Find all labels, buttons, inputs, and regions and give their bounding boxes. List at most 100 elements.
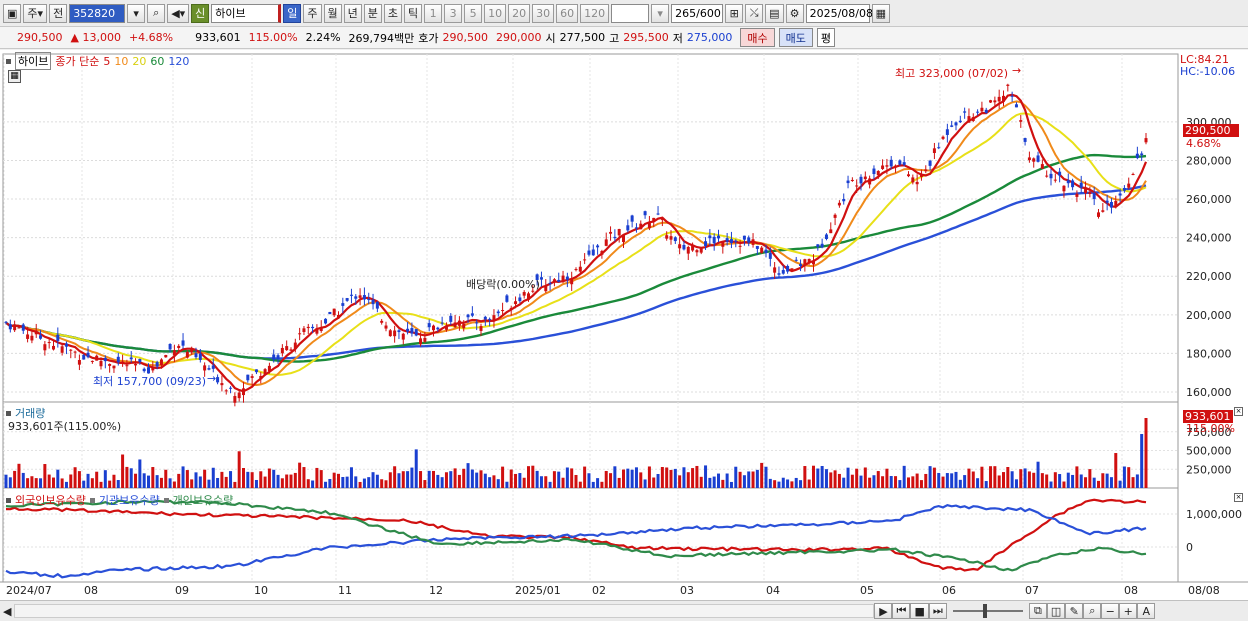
zoom-out-icon[interactable]: − bbox=[1101, 603, 1120, 619]
interval-3[interactable]: 3 bbox=[444, 3, 463, 23]
volume-bar bbox=[574, 474, 578, 488]
save-icon[interactable]: ▤ bbox=[765, 3, 784, 23]
prev-button[interactable]: 전 bbox=[49, 3, 68, 23]
scroll-right-icon[interactable]: ▶ bbox=[874, 603, 893, 619]
stock-chart-svg[interactable]: 300,000280,000260,000240,000220,000200,0… bbox=[0, 50, 1248, 600]
period-minute-button[interactable]: 분 bbox=[363, 3, 382, 23]
candle-body bbox=[807, 258, 811, 264]
ask-price: 290,500 bbox=[442, 31, 489, 44]
interval-10[interactable]: 10 bbox=[484, 3, 507, 23]
volume-bar bbox=[142, 473, 146, 488]
candle-body bbox=[164, 355, 168, 358]
volume-bar bbox=[21, 472, 25, 488]
volume-bar bbox=[652, 477, 656, 488]
layout-icon[interactable]: ⧉ bbox=[1028, 603, 1047, 619]
volume-bar bbox=[686, 472, 690, 488]
font-size-icon[interactable]: A bbox=[1137, 603, 1156, 619]
search-icon[interactable]: ⌕ bbox=[147, 3, 166, 23]
candle-body bbox=[276, 355, 280, 359]
forward-icon[interactable]: ⏭ bbox=[928, 603, 947, 619]
volume-bar bbox=[319, 470, 323, 488]
date-input[interactable]: 2025/08/08 bbox=[805, 3, 873, 23]
interval-20[interactable]: 20 bbox=[508, 3, 531, 23]
volume-bar bbox=[147, 475, 150, 488]
candle-body bbox=[1118, 193, 1122, 196]
candle-body bbox=[639, 223, 643, 230]
candle-body bbox=[902, 162, 906, 165]
stock-code-input[interactable]: 352820 bbox=[69, 3, 126, 23]
period-week-button[interactable]: 주 bbox=[303, 3, 322, 23]
stop-icon[interactable]: ■ bbox=[910, 603, 929, 619]
avg-button[interactable]: 평 bbox=[816, 28, 836, 47]
zoom-slider[interactable] bbox=[952, 604, 1023, 618]
period-month-button[interactable]: 월 bbox=[323, 3, 342, 23]
volume-bar bbox=[734, 466, 738, 488]
buy-button[interactable]: 매수 bbox=[740, 28, 775, 47]
window-icon[interactable]: ▣ bbox=[3, 3, 22, 23]
period-second-button[interactable]: 초 bbox=[383, 3, 403, 23]
holding-close-icon[interactable]: × bbox=[1234, 493, 1243, 502]
volume-bar bbox=[708, 477, 712, 488]
magnify-icon[interactable]: ⌕ bbox=[1083, 603, 1102, 619]
candle-body bbox=[768, 253, 772, 259]
legend-stock-name[interactable]: 하이브 bbox=[15, 52, 52, 70]
split-icon[interactable]: ◫ bbox=[1046, 603, 1066, 619]
volume-close-icon[interactable]: × bbox=[1234, 407, 1243, 416]
candle-body bbox=[535, 274, 539, 280]
draw-icon[interactable]: ✎ bbox=[1065, 603, 1084, 619]
candle-body bbox=[462, 324, 466, 329]
shin-badge[interactable]: 신 bbox=[191, 3, 210, 23]
interval-30[interactable]: 30 bbox=[532, 3, 555, 23]
volume-bar bbox=[751, 471, 755, 488]
candle-body bbox=[410, 328, 414, 334]
volume-bar bbox=[928, 466, 932, 488]
volume-bar bbox=[742, 475, 746, 488]
volume-bar bbox=[799, 480, 803, 488]
period-main-select[interactable]: 주 ▾ bbox=[23, 3, 48, 23]
volume-bar bbox=[1075, 466, 1079, 488]
zoom-icon[interactable]: ⊞ bbox=[725, 3, 744, 23]
candle-body bbox=[280, 347, 284, 354]
gear-icon[interactable]: ⚙ bbox=[785, 3, 804, 23]
volume-bar bbox=[198, 476, 202, 488]
scroll-left-icon[interactable]: ◀ bbox=[3, 604, 12, 618]
time-tick-label: 11 bbox=[338, 584, 352, 597]
candle-body bbox=[103, 357, 107, 362]
candle-body bbox=[561, 275, 565, 282]
candle-body bbox=[419, 338, 423, 345]
scroll-track[interactable] bbox=[14, 604, 875, 618]
volume-bar bbox=[561, 477, 565, 488]
rewind-icon[interactable]: ⏮ bbox=[892, 603, 911, 619]
time-tick-label: 03 bbox=[680, 584, 694, 597]
interval-1[interactable]: 1 bbox=[424, 3, 443, 23]
chart-type-icon[interactable]: ⤯ bbox=[745, 3, 764, 23]
indicator-settings-icon[interactable]: ▦ bbox=[8, 70, 21, 83]
volume-bar bbox=[617, 477, 621, 488]
time-tick-label: 12 bbox=[429, 584, 443, 597]
interval-60[interactable]: 60 bbox=[556, 3, 579, 23]
stock-name-field[interactable]: 하이브 bbox=[211, 3, 282, 23]
calendar-icon[interactable]: ▦ bbox=[871, 3, 890, 23]
period-year-button[interactable]: 년 bbox=[343, 3, 362, 23]
interval-dropdown-icon[interactable]: ▾ bbox=[651, 3, 670, 23]
zoom-slider-thumb[interactable] bbox=[982, 604, 987, 618]
period-day-button[interactable]: 일 bbox=[283, 3, 302, 23]
volume-bar bbox=[950, 473, 954, 488]
volume-bar bbox=[1002, 472, 1005, 488]
count-field[interactable]: 265/600 bbox=[671, 3, 724, 23]
interval-120[interactable]: 120 bbox=[580, 3, 610, 23]
code-dropdown-icon[interactable]: ▾ bbox=[127, 3, 146, 23]
legend-square-icon bbox=[6, 58, 11, 64]
candle-body bbox=[505, 295, 509, 302]
time-tick-label: 2024/07 bbox=[6, 584, 52, 597]
volume-bar bbox=[613, 466, 617, 488]
interval-5[interactable]: 5 bbox=[464, 3, 483, 23]
period-tick-button[interactable]: 틱 bbox=[404, 3, 423, 23]
candle-body bbox=[496, 311, 500, 314]
sell-button[interactable]: 매도 bbox=[778, 28, 813, 47]
candle-body bbox=[708, 235, 712, 239]
zoom-in-icon[interactable]: + bbox=[1119, 603, 1138, 619]
interval-custom-input[interactable] bbox=[611, 3, 650, 23]
candle-body bbox=[1122, 187, 1126, 191]
speaker-icon[interactable]: ◀▾ bbox=[167, 3, 190, 23]
